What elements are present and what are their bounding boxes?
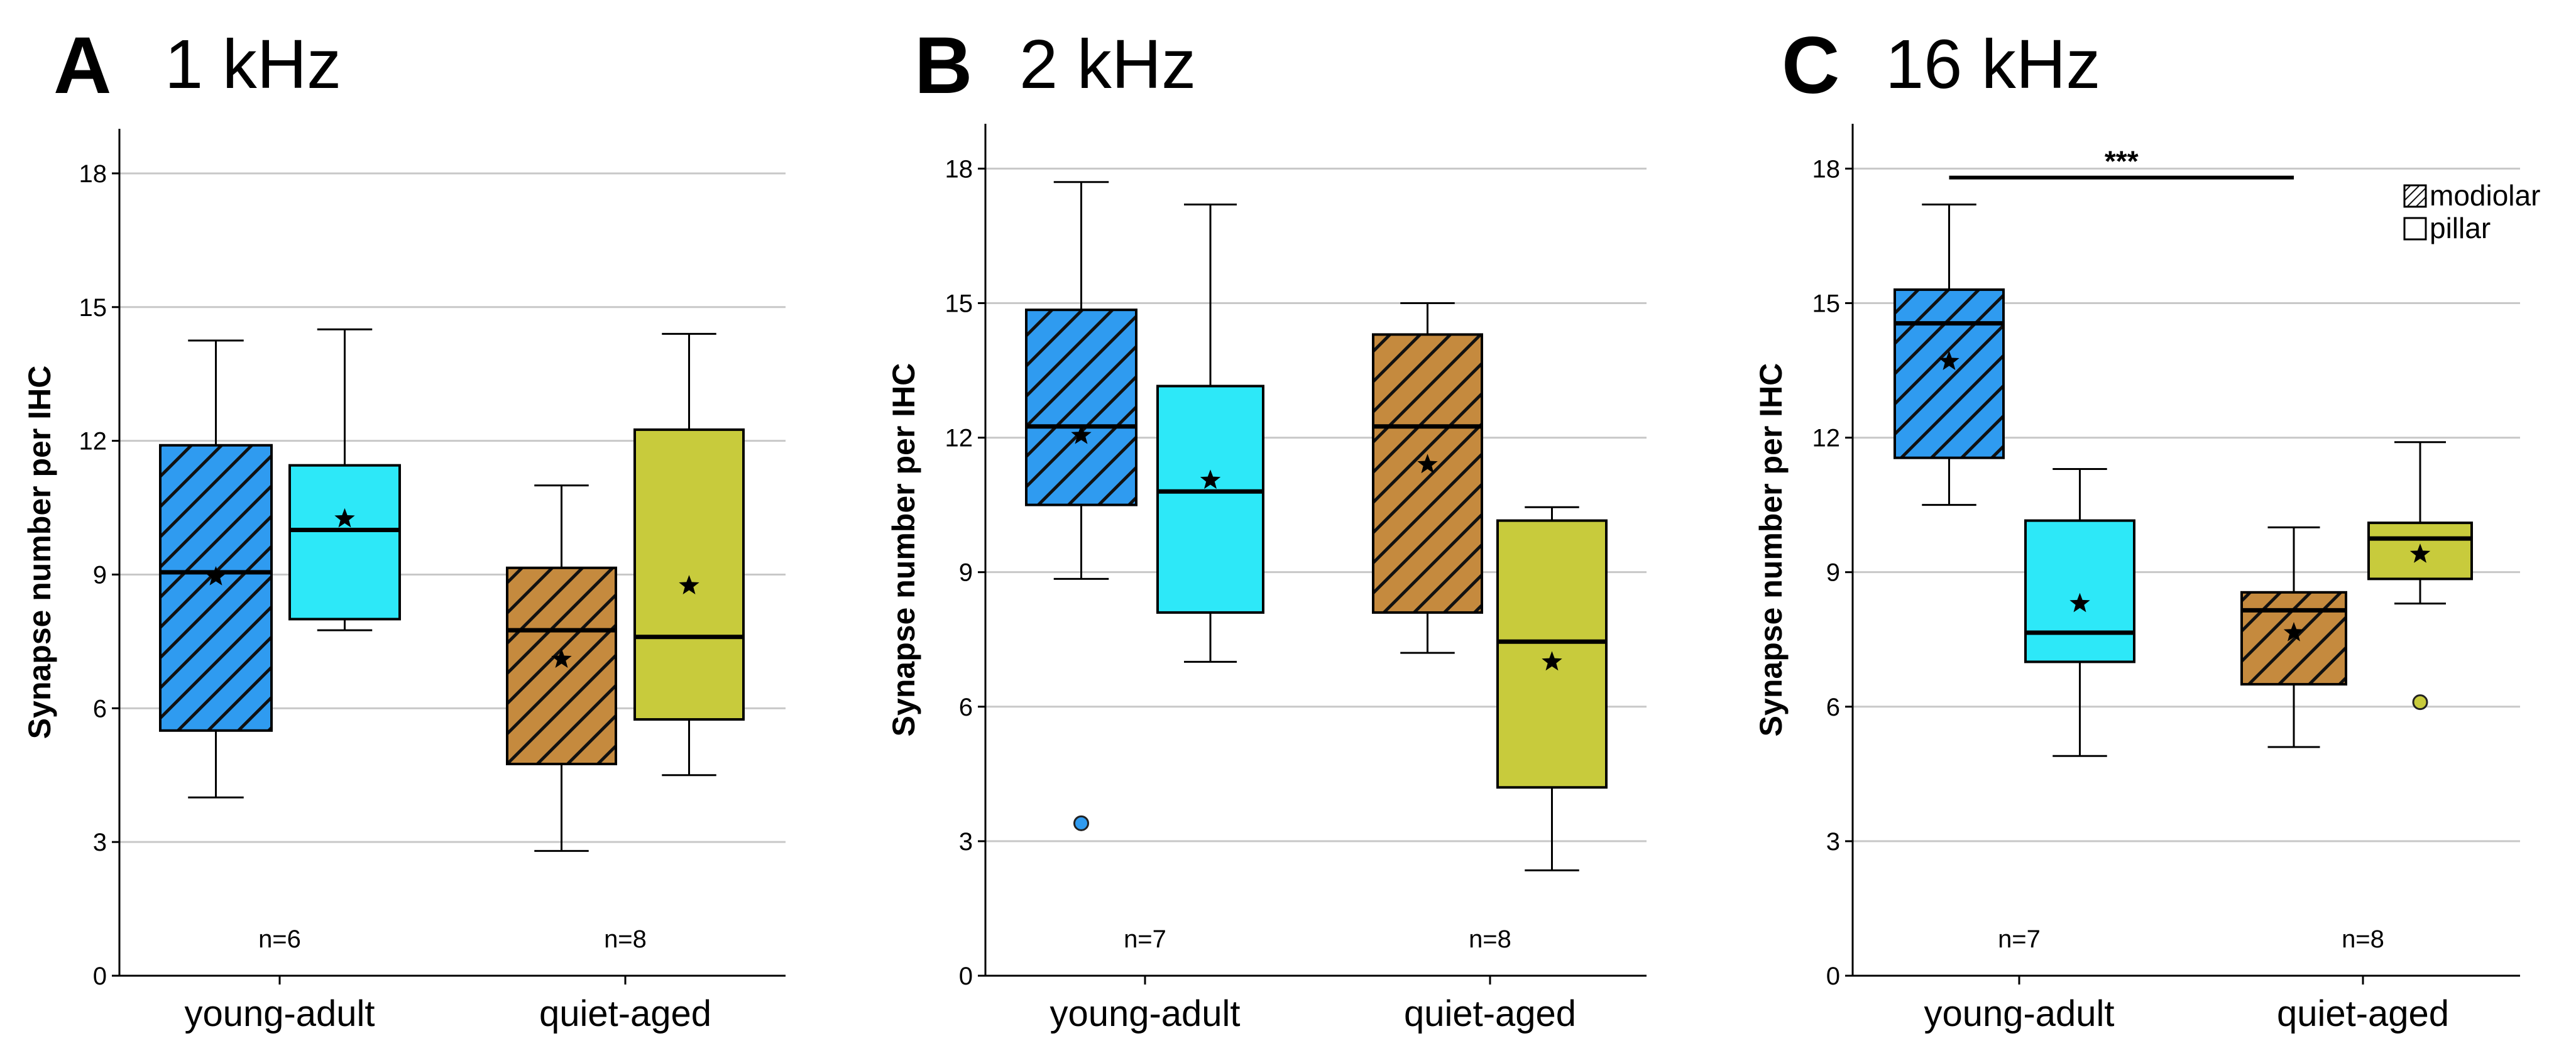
y-tick-label: 3 [1826,828,1840,856]
n-label: n=7 [1998,925,2041,953]
mean-marker [206,566,226,586]
outlier-point [2412,694,2428,711]
x-tick-label: young-adult [184,993,375,1034]
x-tick-label: young-adult [1050,993,1240,1034]
y-tick-label: 15 [1812,290,1841,317]
panel-title: 1 kHz [165,26,341,103]
y-tick-label: 9 [1826,559,1840,587]
y-tick-label: 3 [93,829,107,856]
panel-b: B 2 kHz 0 3 6 9 12 15 18 Synapse number per IHC yo… [886,21,1647,1034]
n-label: n=8 [2342,925,2384,953]
legend-swatch-pillar [2403,217,2427,241]
mean-marker [679,575,699,594]
mean-marker [551,648,572,668]
outlier-point [1073,815,1089,831]
mean-marker [334,508,355,528]
panel-a: A 1 kHz 0 3 6 9 12 15 18 Synapse number per IHC yo… [22,21,786,1034]
y-tick-label: 12 [945,425,973,452]
panel-letter: A [53,21,111,111]
box-young-adult-modiolar [1894,203,2005,506]
n-label: n=6 [258,925,301,953]
panel-title: 16 kHz [1885,26,2100,103]
n-label: n=8 [1469,925,1511,953]
mean-marker [1071,425,1092,444]
y-tick-label: 12 [79,428,107,456]
y-tick-label: 0 [959,963,973,990]
box-young-adult-pillar [288,328,401,631]
y-axis-label: Synapse number per IHC [22,366,57,739]
iqr-box [1894,288,2005,459]
box-young-adult-modiolar [1025,181,1137,831]
iqr-box [1372,333,1483,614]
significance-label: *** [2105,145,2139,178]
mean-marker [2069,592,2090,613]
mean-marker [1417,454,1438,474]
y-tick-label: 0 [1826,963,1840,990]
box-young-adult-pillar [2024,468,2135,757]
y-tick-label: 12 [1812,425,1841,452]
n-label: n=8 [604,925,647,953]
y-tick-label: 18 [1812,155,1841,183]
box-quiet-aged-modiolar [506,484,617,852]
box-quiet-aged-pillar [1496,506,1608,871]
iqr-box [633,428,745,721]
iqr-box [288,464,401,621]
x-tick-label: quiet-aged [539,993,711,1034]
x-tick-label: young-adult [1924,993,2114,1034]
y-tick-label: 6 [93,695,107,723]
box-quiet-aged-modiolar [2240,526,2347,748]
mean-marker [1542,651,1562,671]
y-tick-label: 3 [959,828,973,856]
n-label: n=7 [1124,925,1166,953]
iqr-box [1156,385,1264,614]
box-quiet-aged-pillar [633,332,745,777]
mean-marker [2283,622,2305,641]
panel-c: C 16 kHz 0 3 6 9 12 15 18 Synapse number per IHC y… [1753,21,2520,1034]
iqr-box [159,444,273,732]
panel-letter: C [1782,21,1839,111]
legend-label-pillar: pillar [2430,212,2491,244]
y-tick-label: 15 [79,294,107,322]
y-tick-label: 18 [79,160,107,188]
x-tick-label: quiet-aged [1404,993,1576,1034]
y-tick-label: 0 [93,963,107,990]
y-tick-label: 9 [93,561,107,589]
legend-label-modiolar: modiolar [2430,179,2540,212]
mean-marker [2409,543,2431,563]
y-tick-label: 6 [1826,694,1840,721]
iqr-box [2024,519,2135,663]
y-tick-label: 9 [959,559,973,587]
mean-marker [1200,469,1221,489]
y-tick-label: 6 [959,694,973,721]
box-quiet-aged-pillar [2367,441,2473,711]
box-quiet-aged-modiolar [1372,302,1483,654]
panel-title: 2 kHz [1019,26,1196,103]
y-axis-label: Synapse number per IHC [886,363,921,737]
legend-swatch-modiolar [2403,184,2427,208]
box-young-adult-modiolar [159,339,273,799]
iqr-box [1025,308,1137,506]
mean-marker [1939,351,1959,370]
iqr-box [506,566,617,766]
box-young-adult-pillar [1156,203,1264,663]
y-tick-label: 18 [945,155,973,183]
x-tick-label: quiet-aged [2277,993,2449,1034]
y-axis-label: Synapse number per IHC [1753,363,1789,737]
y-tick-label: 15 [945,290,973,317]
panel-letter: B [914,21,972,111]
iqr-box [2240,591,2347,686]
